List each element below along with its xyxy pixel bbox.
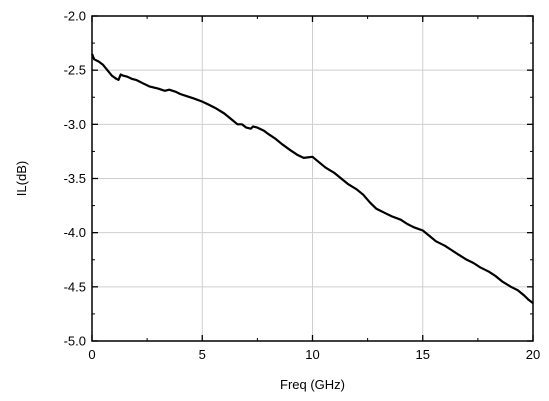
y-tick-label: -2.5 — [64, 63, 86, 78]
plot-frame — [91, 15, 534, 342]
y-tick-label: -3.5 — [64, 171, 86, 186]
y-tick-label: -2.0 — [64, 9, 86, 24]
x-axis-label: Freq (GHz) — [280, 377, 345, 392]
x-tick-label: 10 — [305, 347, 319, 362]
x-tick-label: 15 — [416, 347, 430, 362]
y-axis-label: IL(dB) — [14, 161, 29, 196]
y-tick-label: -4.0 — [64, 225, 86, 240]
series-line — [90, 53, 534, 304]
y-tick-label: -4.5 — [64, 279, 86, 294]
x-tick-label: 20 — [526, 347, 540, 362]
y-tick-label: -5.0 — [64, 334, 86, 349]
x-tick-label: 0 — [88, 347, 95, 362]
y-tick-label: -3.0 — [64, 117, 86, 132]
x-tick-label: 5 — [199, 347, 206, 362]
grid-lines — [92, 16, 533, 341]
tick-labels: 0 5 10 15 20 -2.0 -2.5 -3.0 -3.5 -4.0 -4.5 -5.0 — [64, 9, 541, 363]
